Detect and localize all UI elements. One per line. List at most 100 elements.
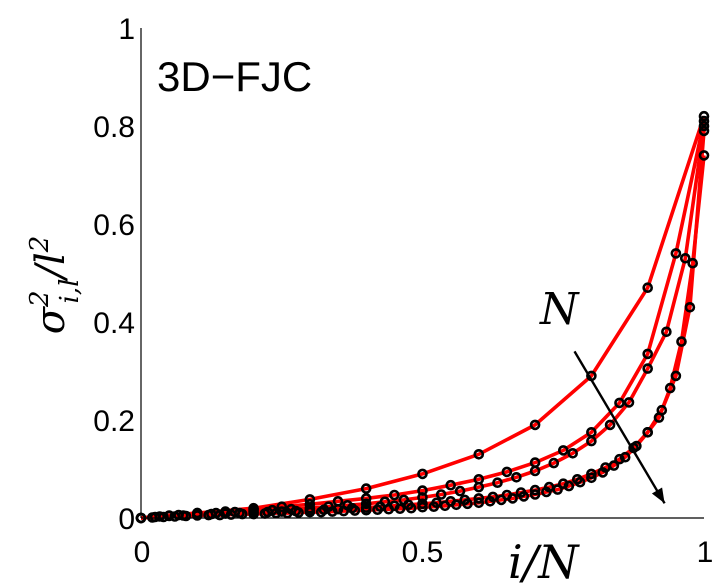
plot-area — [135, 110, 710, 524]
data-point — [623, 397, 635, 408]
y-tick-label: 0 — [118, 503, 135, 536]
data-point — [563, 480, 575, 492]
data-point — [338, 505, 350, 517]
data-point — [597, 467, 609, 478]
data-point — [473, 481, 485, 493]
data-point — [529, 484, 541, 496]
annotation-n: N — [539, 284, 580, 335]
data-point — [507, 493, 518, 504]
data-point — [484, 495, 496, 507]
data-point — [698, 125, 710, 137]
y-tick-label: 1 — [118, 13, 135, 46]
axes — [140, 28, 704, 519]
data-point — [417, 501, 428, 513]
data-point — [214, 509, 226, 521]
data-point — [293, 507, 304, 518]
data-point — [586, 468, 597, 480]
data-point — [548, 457, 560, 469]
y-tick-label: 0.4 — [93, 307, 135, 340]
data-point — [574, 476, 586, 488]
data-point — [349, 505, 361, 516]
x-axis-label: i/N — [508, 535, 580, 585]
data-point — [454, 485, 466, 497]
annotation-arrowhead — [651, 487, 665, 504]
data-point — [567, 447, 579, 459]
data-point — [586, 435, 597, 447]
data-point — [158, 511, 169, 523]
data-point — [462, 498, 473, 510]
data-point — [276, 501, 288, 513]
data-point — [450, 499, 462, 511]
data-point — [417, 492, 428, 503]
y-axis-label: σ2i,l/l2 — [25, 236, 85, 335]
data-point — [614, 453, 625, 465]
data-point — [492, 477, 503, 489]
data-point — [642, 348, 654, 360]
annotation-arrow — [573, 350, 666, 504]
data-point — [276, 506, 288, 517]
data-point — [473, 448, 485, 460]
data-point — [383, 503, 395, 515]
data-point — [679, 252, 691, 264]
data-point — [327, 506, 338, 517]
data-point — [670, 370, 682, 382]
data-point — [315, 506, 327, 518]
data-point — [661, 326, 672, 338]
data-point — [282, 507, 293, 519]
data-point — [163, 510, 175, 522]
x-tick-label: 0.5 — [402, 536, 444, 569]
data-point — [473, 497, 485, 509]
data-point — [586, 472, 597, 484]
data-point — [664, 382, 676, 394]
data-point — [394, 503, 406, 515]
data-point — [405, 502, 417, 514]
data-point — [192, 510, 203, 521]
data-point — [511, 471, 522, 483]
data-point — [552, 484, 563, 495]
data-point — [642, 426, 654, 438]
data-point — [417, 468, 428, 480]
tick-labels: 0 0.5 1 0 0.2 0.4 0.6 0.8 1 — [93, 13, 713, 569]
data-point — [698, 110, 710, 122]
data-point — [557, 445, 569, 456]
data-point — [435, 489, 447, 500]
data-point — [445, 479, 457, 491]
data-point — [608, 460, 620, 471]
data-point — [203, 509, 214, 521]
data-point — [495, 494, 507, 506]
data-point — [653, 412, 665, 423]
data-point — [439, 500, 451, 512]
data-point — [529, 419, 541, 431]
data-point — [670, 248, 682, 259]
data-point — [180, 510, 192, 522]
data-point — [619, 451, 631, 463]
data-point — [501, 466, 513, 478]
data-point — [684, 301, 696, 313]
data-point — [169, 511, 181, 522]
data-point — [473, 493, 485, 504]
data-point — [529, 465, 541, 477]
data-point — [698, 120, 710, 132]
data-point — [642, 282, 654, 294]
data-point — [389, 489, 400, 501]
data-point — [372, 504, 383, 516]
data-point — [529, 489, 541, 500]
data-point — [541, 486, 552, 498]
data-point — [360, 493, 372, 504]
chart-title: 3D−FJC — [157, 53, 312, 100]
data-point — [614, 397, 625, 409]
data-point — [270, 507, 282, 519]
data-point — [604, 419, 616, 431]
data-point — [360, 498, 372, 510]
data-point — [304, 506, 316, 518]
x-tick-label: 0 — [134, 536, 151, 569]
data-point — [518, 491, 530, 502]
data-point — [360, 504, 372, 516]
y-tick-label: 0.6 — [93, 209, 135, 242]
y-tick-label: 0.2 — [93, 405, 135, 438]
y-tick-label: 0.8 — [93, 111, 135, 144]
data-point — [428, 501, 440, 513]
data-point — [687, 257, 699, 269]
data-point — [698, 115, 710, 127]
